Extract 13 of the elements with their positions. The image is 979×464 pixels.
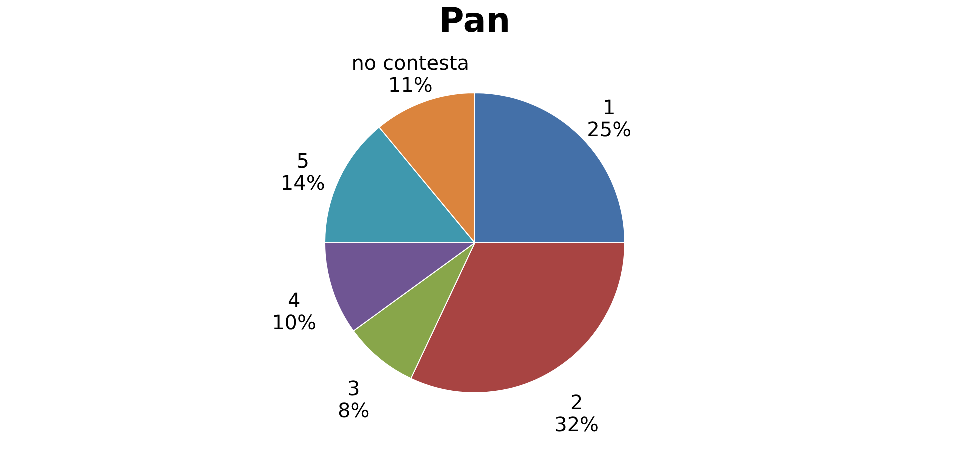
- data-label: 32%: [554, 412, 600, 436]
- data-label: 25%: [587, 118, 632, 142]
- data-label: 8%: [338, 398, 370, 422]
- slice-label: no contesta: [352, 51, 470, 76]
- chart-title: Pan: [439, 1, 511, 41]
- slice-label: 1: [602, 96, 616, 120]
- data-label: 11%: [388, 73, 433, 98]
- data-label: 14%: [280, 171, 326, 196]
- slice-label: 4: [288, 288, 301, 313]
- slice-label: 5: [296, 149, 310, 174]
- slice-label: 3: [348, 376, 360, 400]
- slice-label: 2: [570, 390, 584, 414]
- data-label: 10%: [272, 310, 317, 335]
